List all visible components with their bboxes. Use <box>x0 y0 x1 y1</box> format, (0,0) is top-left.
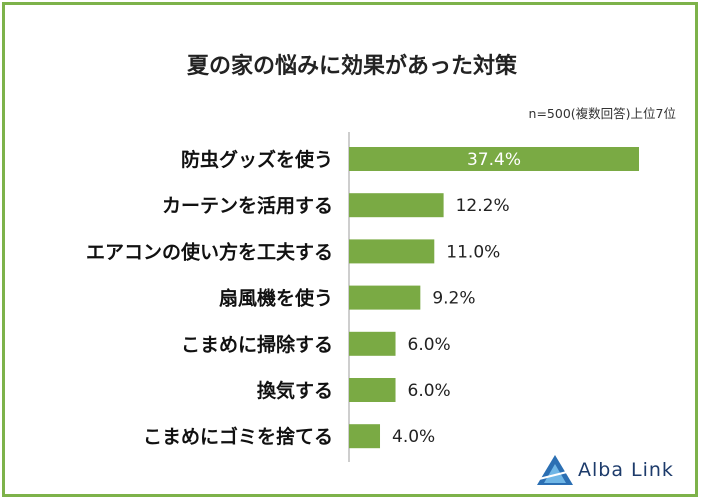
value-label: 12.2% <box>456 196 510 216</box>
alba-link-logo-icon <box>537 455 573 485</box>
category-label: エアコンの使い方を工夫する <box>86 240 333 263</box>
bar <box>349 285 421 310</box>
bar <box>349 378 396 402</box>
value-label: 6.0% <box>408 335 451 355</box>
bar <box>349 147 639 171</box>
bar <box>349 331 396 356</box>
sample-note: n=500(複数回答)上位7位 <box>528 106 676 121</box>
value-label: 11.0% <box>446 242 500 262</box>
category-label: 防虫グッズを使う <box>181 148 333 171</box>
category-label: こまめに掃除する <box>181 333 333 356</box>
value-label: 6.0% <box>408 381 451 401</box>
value-label: 9.2% <box>432 289 475 309</box>
category-label: カーテンを活用する <box>162 194 333 217</box>
bar <box>349 193 444 218</box>
brand-name: Alba Link <box>578 459 674 481</box>
category-label: 換気する <box>257 379 333 402</box>
bar <box>349 424 381 449</box>
bars-group: 防虫グッズを使う 37.4% カーテンを活用する 12.2% エアコンの使い方を工夫する… <box>86 147 639 449</box>
category-label: 扇風機を使う <box>219 287 333 310</box>
value-label: 4.0% <box>392 427 435 447</box>
chart-title: 夏の家の悩みに効果があった対策 <box>186 54 517 79</box>
bar <box>349 239 435 264</box>
category-label: こまめにゴミを捨てる <box>143 425 333 448</box>
value-label: 37.4% <box>467 150 521 170</box>
